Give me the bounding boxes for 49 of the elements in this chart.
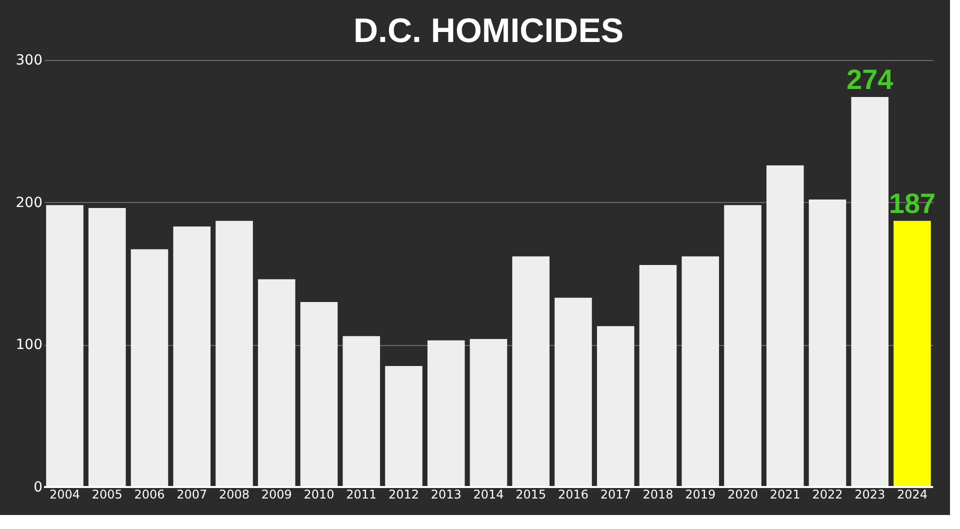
- data-label: 187: [888, 188, 936, 219]
- x-tick-label: 2014: [473, 488, 504, 502]
- bar: [258, 279, 296, 487]
- x-tick-label: 2015: [516, 488, 546, 502]
- bar: [639, 264, 677, 487]
- y-tick-label: 300: [16, 52, 42, 68]
- bar: [130, 249, 168, 487]
- x-tick-label: 2007: [176, 488, 208, 502]
- bar: [554, 298, 592, 487]
- x-tick-label: 2020: [727, 488, 758, 502]
- x-tick-label: 2008: [218, 488, 250, 502]
- x-tick-label: 2010: [304, 488, 334, 502]
- x-tick-label: 2018: [642, 488, 674, 502]
- bar: [427, 340, 465, 487]
- y-tick-label: 200: [16, 194, 42, 211]
- bar: [385, 366, 422, 487]
- bar: [724, 205, 762, 487]
- bar: [88, 208, 126, 487]
- bar: [470, 338, 508, 487]
- chart-title: D.C. HOMICIDES: [353, 12, 624, 50]
- x-tick-label: 2006: [134, 488, 165, 502]
- bar: [894, 220, 931, 487]
- data-label: 274: [846, 64, 894, 96]
- bar: [851, 97, 889, 487]
- bar: [808, 199, 846, 487]
- x-tick-label: 2022: [812, 488, 843, 502]
- bar: [596, 326, 634, 487]
- x-tick-label: 2024: [896, 488, 928, 502]
- bar: [216, 220, 253, 487]
- x-tick-label: 2013: [430, 488, 462, 502]
- bar: [342, 336, 380, 487]
- x-tick-label: 2023: [854, 488, 886, 502]
- bar: [512, 256, 550, 487]
- bar: [300, 302, 338, 487]
- x-tick-label: 2005: [92, 488, 122, 502]
- x-tick-label: 2004: [49, 488, 80, 502]
- x-tick-label: 2017: [600, 488, 631, 502]
- bar: [173, 226, 211, 487]
- x-tick-label: 2009: [261, 488, 292, 502]
- x-tick-label: 2012: [388, 488, 420, 502]
- y-tick-label: 100: [16, 337, 42, 354]
- x-tick-label: 2011: [346, 488, 377, 502]
- bar: [46, 205, 84, 487]
- x-tick-label: 2019: [685, 488, 716, 502]
- y-tick-label: 0: [34, 480, 42, 496]
- x-tick-label: 2021: [770, 488, 800, 502]
- bar: [766, 165, 804, 487]
- bar: [682, 256, 720, 487]
- x-tick-label: 2016: [558, 488, 589, 502]
